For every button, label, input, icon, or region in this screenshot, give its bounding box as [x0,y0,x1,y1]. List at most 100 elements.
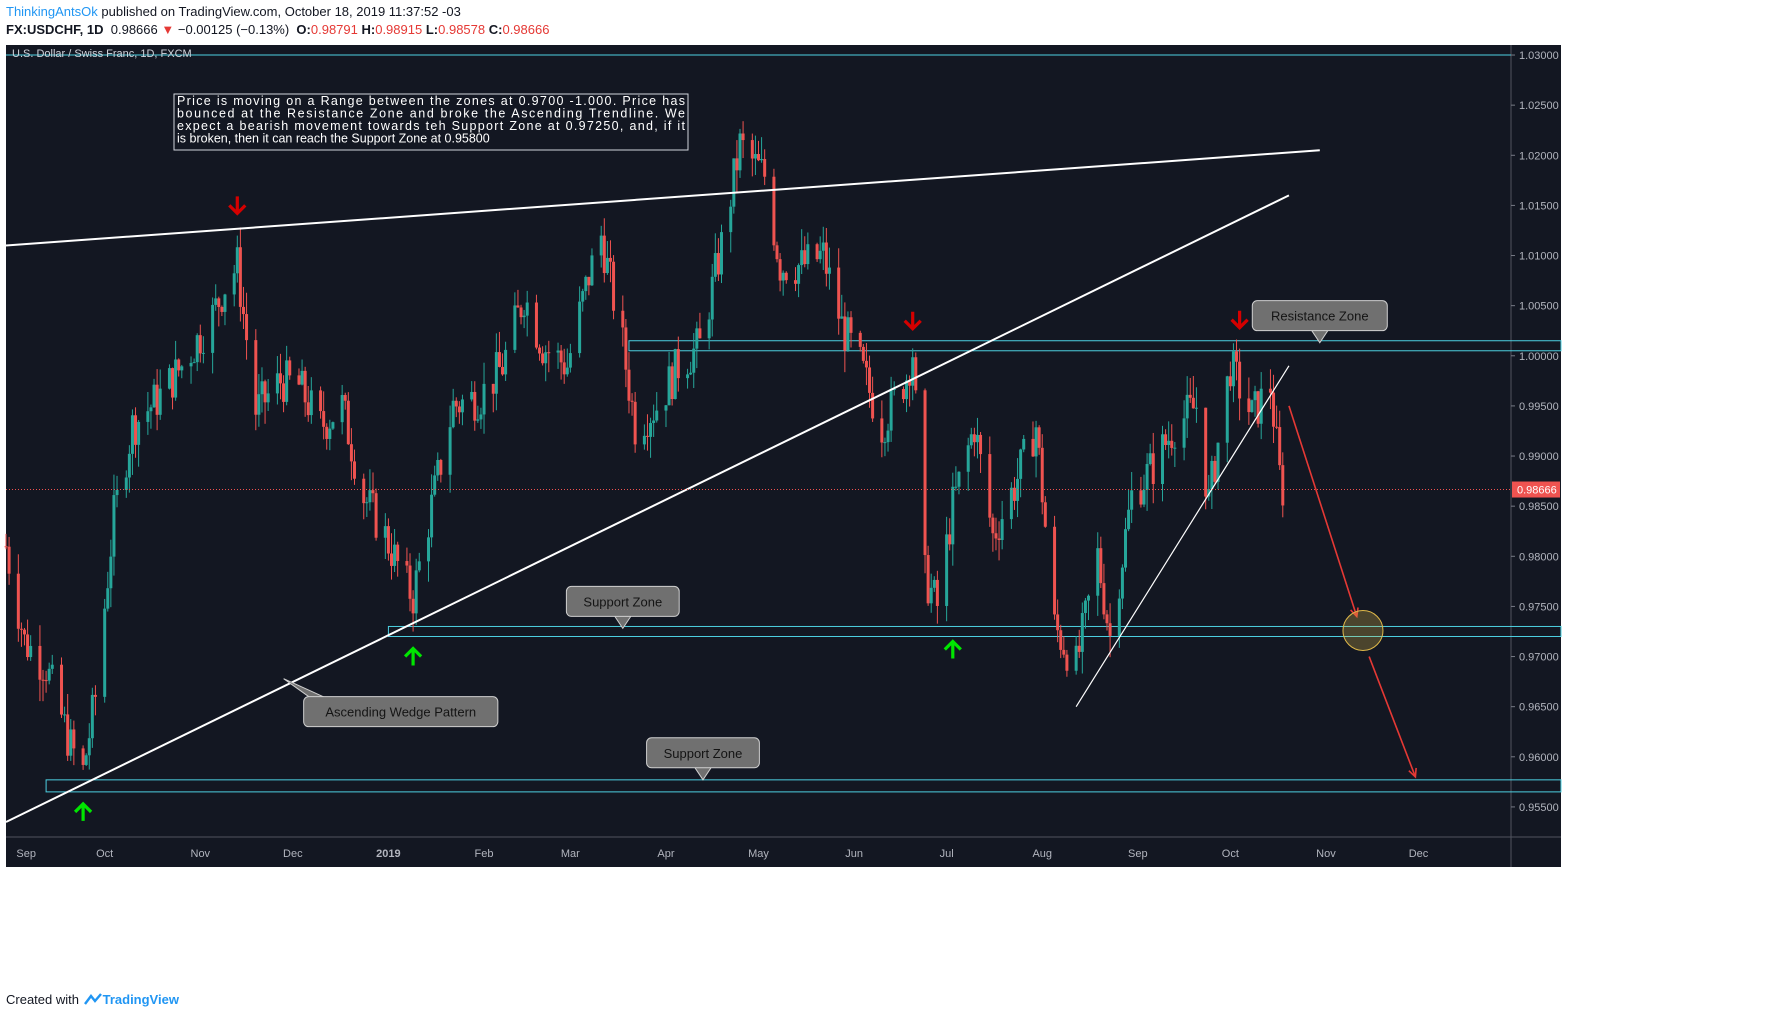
candle-body [433,475,437,495]
callout-box [646,737,760,769]
up-arrow-icon [943,639,962,659]
candle-body [390,553,394,566]
x-tick-label: Dec [1409,848,1429,860]
high-label: H: [361,22,376,37]
open-label: O: [296,22,311,37]
candle-body [127,453,131,478]
y-tick-label: 0.99000 [1519,451,1559,463]
candle-body [448,427,452,475]
candle-body [1120,567,1124,599]
candle-body [689,372,693,375]
callout-label: Resistance Zone [1271,309,1369,324]
x-tick-label: Sep [16,848,36,860]
candle-body [69,729,73,756]
candle-body [241,306,245,315]
candle-body [309,390,313,416]
last-price-tag [1512,481,1560,498]
candle-body [263,381,267,403]
candle-body [1059,630,1063,650]
candle-body [988,454,992,518]
candle-body [686,374,690,379]
candle-body [1031,438,1035,457]
note-line: expect a bearish movement towards teh Su… [177,119,686,133]
candle-body [491,383,495,394]
candle-body [430,494,434,538]
candle-body [479,414,483,420]
tradingview-logo[interactable]: TradingView [83,992,179,1007]
y-tick-label: 1.03000 [1519,50,1559,62]
price-change: −0.00125 (−0.13%) [177,22,290,37]
created-with-text: Created with [6,992,79,1007]
candle-body [707,319,711,339]
candle-body [652,420,656,424]
candle-body [868,367,872,393]
candle-body [1281,465,1285,506]
candle-body [300,370,304,385]
candle-body [926,555,930,604]
note-line: Price is moving on a Range between the z… [177,94,685,108]
candle-body [1278,427,1282,466]
candle-body [608,257,612,262]
candle-body [1225,376,1229,443]
low-value: 0.98578 [438,22,486,37]
candle-body [1053,526,1057,615]
candle-body [238,247,242,307]
candle-body [778,259,782,281]
author-link[interactable]: ThinkingAntsOk [6,4,98,19]
price-chart[interactable]: U.S. Dollar / Swiss Franc, 1D, FXCM 1.030… [0,44,1767,984]
candle-body [1099,548,1103,584]
candle-body [106,588,110,609]
candle-body [713,253,717,277]
candle-body [969,434,973,446]
last-price-label: 0.98666 [1517,485,1557,497]
x-tick-label: Oct [1222,848,1239,860]
x-tick-label: 2019 [376,848,400,860]
candle-body [1259,388,1263,424]
candle-body [288,360,292,376]
candle-body [578,301,582,354]
callout-box [565,585,680,617]
candle-body [473,391,477,421]
candle-body [794,280,798,284]
candle-body [167,368,171,389]
candle-body [124,477,128,490]
candle-body [1247,398,1251,413]
candle-body [266,393,270,403]
candle-body [1170,440,1174,448]
candle-body [849,317,853,333]
candle-body [460,399,464,413]
candle-body [951,486,955,545]
candle-body [719,232,723,275]
candle-body [1086,595,1090,601]
candle-body [29,645,33,658]
candle-body [827,267,831,274]
candle-body [1216,442,1220,482]
candle-body [7,546,11,574]
x-tick-label: Aug [1032,848,1052,860]
candle-body [171,368,175,398]
candle-body [1083,600,1087,614]
callout-tail [614,616,632,630]
candle-body [994,533,998,539]
candle-body [516,305,520,308]
candle-body [901,389,905,400]
candle-body [23,629,27,635]
candle-body [534,302,538,348]
candle-body [781,272,785,281]
candle-body [815,244,819,260]
candle-body [275,373,279,394]
candle-body [1130,490,1134,510]
candle-body [1164,434,1168,445]
candle-body [513,305,517,350]
candle-body [482,383,486,415]
candle-body [405,561,409,566]
open-value: 0.98791 [310,22,358,37]
note-line: bounced at the Resistance Zone and broke… [177,107,685,121]
zone-rect [45,779,1562,793]
candle-body [60,664,64,715]
candle-body [137,421,141,445]
candle-body [871,392,875,419]
candle-body [757,154,760,161]
x-tick-label: Apr [657,848,674,860]
candle-body [189,362,193,367]
